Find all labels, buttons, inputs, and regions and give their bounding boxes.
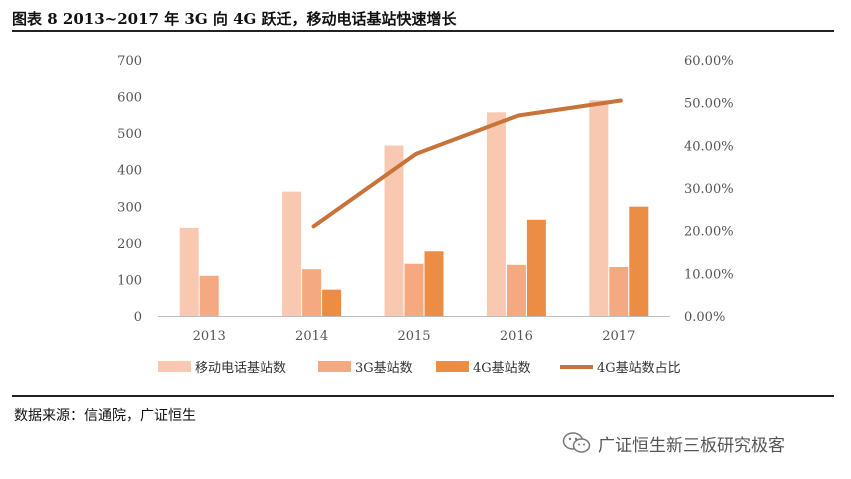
legend-swatch: [318, 361, 351, 372]
y-tick-label-right: 60.00%: [684, 54, 734, 69]
bar: [486, 112, 506, 316]
y-tick-label-right: 40.00%: [684, 139, 734, 154]
title-bar: 图表 8 2013~2017 年 3G 向 4G 跃迁，移动电话基站快速增长: [12, 6, 834, 32]
bar: [589, 100, 609, 316]
source-divider: [12, 395, 834, 397]
y-tick-label-right: 50.00%: [684, 97, 734, 112]
bar: [179, 227, 199, 316]
legend-label: 4G基站数占比: [597, 361, 681, 376]
bar: [384, 145, 404, 316]
chart-title: 图表 8 2013~2017 年 3G 向 4G 跃迁，移动电话基站快速增长: [12, 10, 457, 28]
y-tick-label-left: 500: [117, 127, 142, 142]
bar: [322, 289, 342, 316]
x-tick-label: 2015: [397, 329, 430, 344]
bar: [609, 266, 629, 316]
bar: [302, 269, 322, 316]
bar: [282, 191, 302, 316]
watermark-text: 广证恒生新三板研究极客: [598, 435, 785, 456]
y-tick-label-left: 400: [117, 164, 142, 179]
legend-swatch: [158, 361, 191, 372]
x-tick-label: 2014: [295, 329, 328, 344]
wechat-icon: [562, 432, 591, 453]
bar: [526, 219, 546, 316]
legend-swatch: [436, 361, 469, 372]
watermark: 广证恒生新三板研究极客: [562, 428, 785, 458]
y-tick-label-left: 200: [117, 237, 142, 252]
bar: [424, 251, 444, 316]
data-source: 数据来源：信通院，广证恒生: [14, 408, 196, 424]
y-tick-label-left: 100: [117, 273, 142, 288]
y-tick-label-right: 10.00%: [684, 267, 734, 282]
y-tick-label-left: 0: [134, 310, 142, 325]
y-tick-label-left: 300: [117, 200, 142, 215]
legend-label: 移动电话基站数: [195, 361, 286, 376]
bar: [506, 264, 526, 316]
x-tick-label: 2016: [500, 329, 533, 344]
y-tick-label-left: 600: [117, 91, 142, 106]
line-series-4g-ratio: [311, 98, 623, 229]
bar: [629, 206, 649, 316]
legend-label: 4G基站数: [473, 361, 531, 376]
x-tick-label: 2017: [602, 329, 635, 344]
y-tick-label-right: 20.00%: [684, 225, 734, 240]
y-tick-label-right: 30.00%: [684, 182, 734, 197]
bar: [199, 275, 219, 316]
y-tick-label-left: 700: [117, 54, 142, 69]
y-tick-label-right: 0.00%: [684, 310, 725, 325]
legend-label: 3G基站数: [355, 361, 413, 376]
x-tick-label: 2013: [193, 329, 226, 344]
bar: [404, 263, 424, 316]
